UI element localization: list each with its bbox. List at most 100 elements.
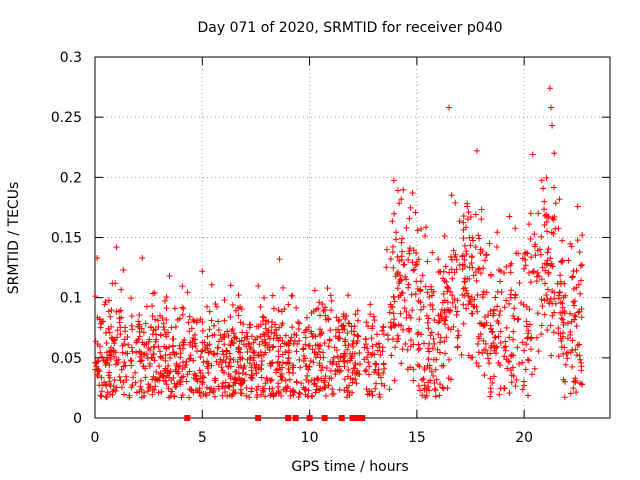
data-point <box>522 366 529 373</box>
data-point <box>510 336 517 343</box>
data-point <box>172 366 179 373</box>
data-point <box>544 228 551 235</box>
data-point <box>412 209 419 216</box>
data-point <box>523 341 530 348</box>
data-point <box>573 267 580 274</box>
data-point <box>535 348 542 355</box>
data-point <box>205 349 212 356</box>
data-point <box>487 393 494 400</box>
data-point <box>352 375 359 382</box>
data-point <box>373 380 380 387</box>
data-point <box>573 323 580 330</box>
data-point <box>133 349 140 356</box>
data-point <box>183 378 190 385</box>
data-point <box>503 297 510 304</box>
data-point <box>120 266 127 273</box>
data-point <box>293 332 300 339</box>
data-point <box>533 334 540 341</box>
data-point <box>485 355 492 362</box>
data-point <box>268 319 275 326</box>
data-point <box>468 301 475 308</box>
data-point <box>302 363 309 370</box>
data-point <box>354 317 361 324</box>
data-point <box>229 326 236 333</box>
data-point <box>397 276 404 283</box>
data-point <box>537 251 544 258</box>
data-point <box>390 264 397 271</box>
data-point <box>246 360 253 367</box>
data-point <box>282 332 289 339</box>
data-point <box>368 351 375 358</box>
data-point <box>417 286 424 293</box>
data-point <box>508 260 515 267</box>
data-point <box>282 377 289 384</box>
data-point <box>489 329 496 336</box>
data-point <box>441 232 448 239</box>
data-point <box>171 393 178 400</box>
data-point <box>176 342 183 349</box>
data-point <box>559 333 566 340</box>
data-point <box>483 251 490 258</box>
data-point <box>295 325 302 332</box>
data-point <box>163 316 170 323</box>
data-point <box>319 385 326 392</box>
data-point <box>515 250 522 257</box>
data-point <box>348 328 355 335</box>
data-point <box>400 326 407 333</box>
data-point <box>505 357 512 364</box>
data-point <box>345 382 352 389</box>
data-point <box>354 307 361 314</box>
data-point <box>577 262 584 269</box>
data-point <box>507 291 514 298</box>
data-point <box>534 273 541 280</box>
data-point <box>190 374 197 381</box>
data-point <box>190 316 197 323</box>
data-point <box>429 292 436 299</box>
data-point <box>341 350 348 357</box>
data-point <box>567 390 574 397</box>
data-point <box>431 317 438 324</box>
data-point <box>94 371 101 378</box>
data-point <box>155 323 162 330</box>
data-point <box>391 210 398 217</box>
data-point <box>102 299 109 306</box>
data-point <box>465 352 472 359</box>
zero-marker <box>359 415 366 421</box>
data-point <box>441 307 448 314</box>
data-point <box>548 229 555 236</box>
data-point <box>269 292 276 299</box>
data-point <box>105 372 112 379</box>
data-point <box>488 271 494 278</box>
data-point <box>406 215 413 222</box>
data-point <box>462 284 469 291</box>
chart-title: Day 071 of 2020, SRMTID for receiver p04… <box>197 20 502 36</box>
data-point <box>431 380 438 387</box>
data-point <box>243 343 250 350</box>
data-point <box>150 351 157 358</box>
data-point <box>389 218 396 225</box>
data-point <box>149 313 156 319</box>
data-point <box>110 383 117 390</box>
data-point <box>365 323 372 330</box>
data-point <box>211 322 218 329</box>
data-point <box>305 366 312 373</box>
data-point <box>370 313 377 320</box>
data-point <box>146 336 153 343</box>
data-point <box>377 351 384 358</box>
data-point <box>468 254 475 261</box>
data-point <box>368 335 375 342</box>
data-point <box>156 377 163 384</box>
data-point <box>128 357 135 364</box>
data-point <box>369 325 376 332</box>
data-point <box>192 372 199 379</box>
data-point <box>415 346 422 353</box>
data-point <box>136 348 143 355</box>
data-point <box>149 331 156 338</box>
data-point <box>411 266 418 273</box>
data-point <box>422 394 429 401</box>
data-point <box>386 309 393 316</box>
data-point <box>171 380 178 387</box>
data-point <box>467 297 474 304</box>
data-point <box>572 377 579 384</box>
data-point <box>180 305 187 312</box>
